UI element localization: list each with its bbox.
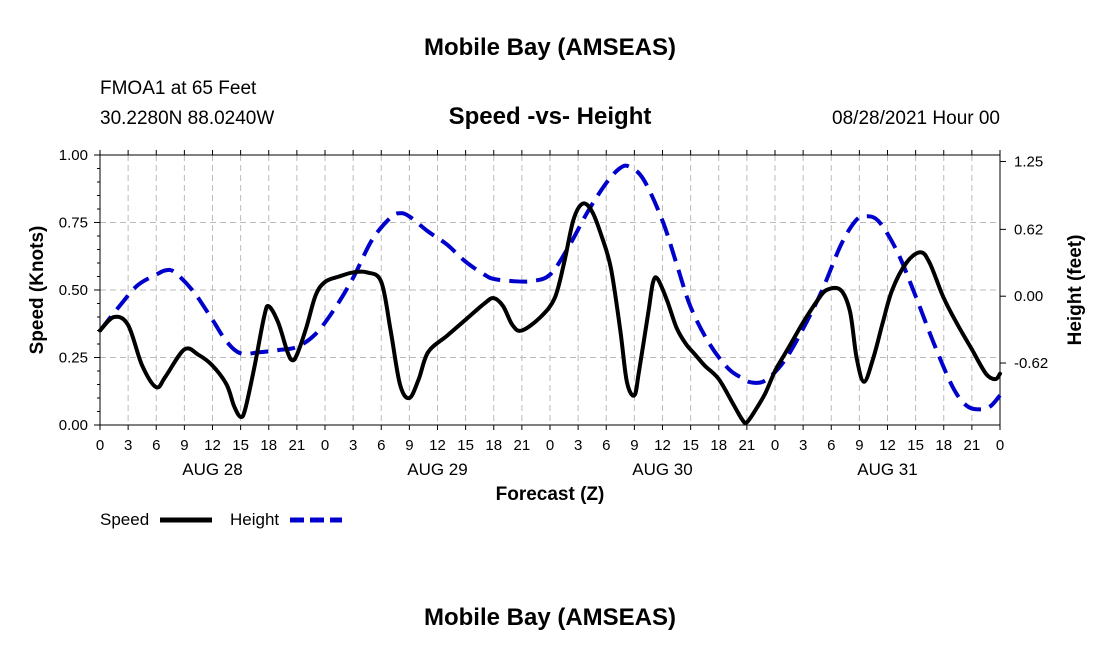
series-layer xyxy=(98,163,1002,426)
y-right-tick-label: -0.62 xyxy=(1014,355,1048,372)
chart-title: Speed -vs- Height xyxy=(449,103,652,130)
x-day-label: AUG 31 xyxy=(857,460,917,479)
x-tick-label: 9 xyxy=(180,437,188,454)
x-tick-label: 12 xyxy=(654,437,671,454)
location-label: 30.2280N 88.0240W xyxy=(100,108,274,129)
x-tick-label: 15 xyxy=(457,437,474,454)
x-tick-label: 18 xyxy=(935,437,952,454)
y-right-tick-label: 0.00 xyxy=(1014,288,1043,305)
x-tick-label: 21 xyxy=(739,437,756,454)
top-title: Mobile Bay (AMSEAS) xyxy=(424,34,676,61)
x-axis-title: Forecast (Z) xyxy=(496,484,605,505)
x-tick-label: 9 xyxy=(855,437,863,454)
y-axis-left-title: Speed (Knots) xyxy=(27,226,48,355)
legend-speed-label: Speed xyxy=(100,510,149,529)
x-tick-label: 0 xyxy=(96,437,104,454)
y-left-tick-label: 0.25 xyxy=(59,350,88,367)
x-tick-label: 0 xyxy=(771,437,779,454)
x-tick-label: 12 xyxy=(204,437,221,454)
x-tick-label: 12 xyxy=(429,437,446,454)
station-label: FMOA1 at 65 Feet xyxy=(100,78,257,99)
x-tick-label: 3 xyxy=(349,437,357,454)
x-tick-label: 0 xyxy=(996,437,1004,454)
x-tick-label: 18 xyxy=(485,437,502,454)
y-right-tick-label: 1.25 xyxy=(1014,153,1043,170)
x-tick-label: 15 xyxy=(682,437,699,454)
x-tick-label: 3 xyxy=(799,437,807,454)
x-tick-label: 9 xyxy=(405,437,413,454)
x-tick-label: 6 xyxy=(377,437,385,454)
timestamp-label: 08/28/2021 Hour 00 xyxy=(832,108,1000,129)
x-tick-label: 21 xyxy=(289,437,306,454)
x-tick-label: 3 xyxy=(574,437,582,454)
x-tick-label: 6 xyxy=(602,437,610,454)
grid xyxy=(100,155,1000,425)
y-axis-right-title: Height (feet) xyxy=(1065,235,1086,346)
legend-height-label: Height xyxy=(230,510,279,529)
x-tick-label: 15 xyxy=(232,437,249,454)
x-tick-label: 6 xyxy=(827,437,835,454)
x-tick-label: 12 xyxy=(879,437,896,454)
axes: 0 3 6 9 12 15 18 21 0 3 6 9 12 15 18 21 0 3 6 9 12 15 18 21 0 3 6 9… xyxy=(59,147,1048,479)
y-left-tick-label: 0.75 xyxy=(59,215,88,232)
x-tick-label: 9 xyxy=(630,437,638,454)
speed-series-line xyxy=(98,201,1002,426)
x-tick-label: 0 xyxy=(321,437,329,454)
x-day-label: AUG 29 xyxy=(407,460,467,479)
x-tick-label: 18 xyxy=(710,437,727,454)
x-tick-label: 21 xyxy=(964,437,981,454)
y-right-tick-label: 0.62 xyxy=(1014,221,1043,238)
x-tick-label: 15 xyxy=(907,437,924,454)
x-day-label: AUG 30 xyxy=(632,460,692,479)
plot-frame xyxy=(99,154,1001,426)
x-tick-label: 0 xyxy=(546,437,554,454)
x-tick-label: 21 xyxy=(514,437,531,454)
x-tick-label: 3 xyxy=(124,437,132,454)
x-day-label: AUG 28 xyxy=(182,460,242,479)
y-left-tick-label: 0.50 xyxy=(59,282,88,299)
x-tick-label: 6 xyxy=(152,437,160,454)
y-left-tick-label: 1.00 xyxy=(59,147,88,164)
y-left-tick-label: 0.00 xyxy=(59,417,88,434)
x-tick-label: 18 xyxy=(260,437,277,454)
bottom-title: Mobile Bay (AMSEAS) xyxy=(424,604,676,631)
legend: Speed Height xyxy=(100,510,342,529)
